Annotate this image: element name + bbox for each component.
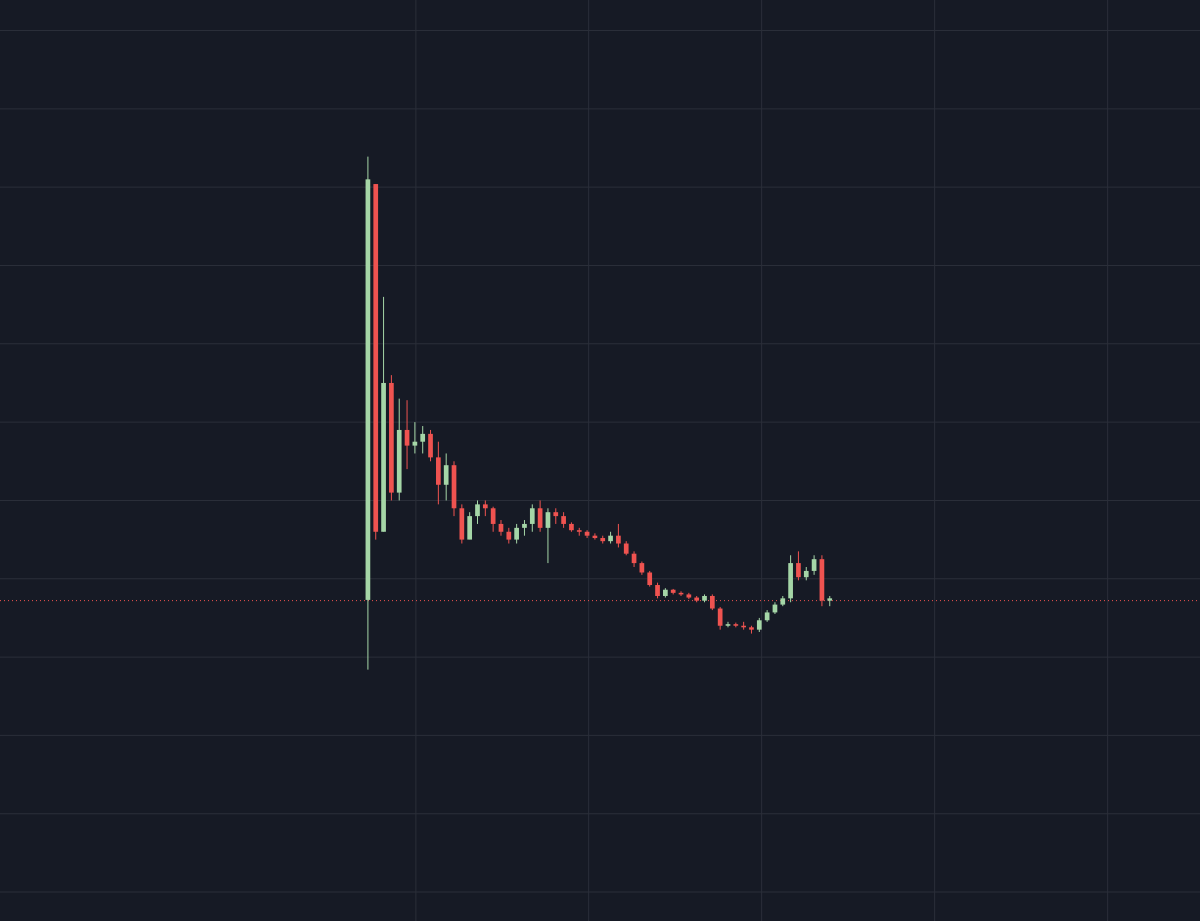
candle-body (522, 523, 527, 528)
candle-body (827, 598, 833, 601)
candle-body (404, 429, 410, 446)
candle-body (592, 535, 598, 539)
candle-body (529, 508, 535, 524)
candle-body (811, 559, 817, 571)
candle-body (459, 508, 465, 540)
candle-body (749, 627, 754, 630)
candle-body (709, 595, 715, 609)
candle-body (608, 535, 613, 542)
candle-body (639, 563, 645, 573)
candle-body (373, 184, 379, 532)
candle-body (381, 382, 386, 532)
candle-body (670, 589, 676, 593)
candle-body (389, 382, 394, 493)
candle-body (655, 585, 660, 596)
candle-body (803, 570, 809, 578)
candle-body (733, 624, 739, 626)
candle-body (631, 553, 637, 564)
candle-body (475, 504, 480, 517)
candle-body (764, 612, 770, 621)
candle-body (545, 512, 551, 528)
candle-body (756, 620, 762, 630)
candle-body (819, 559, 825, 601)
candle-body (490, 508, 496, 524)
candle-body (725, 624, 731, 626)
candle-body (600, 538, 606, 542)
candle-body (780, 598, 786, 605)
candle-body (467, 516, 473, 540)
candle-body (796, 563, 801, 578)
candle-body (561, 516, 566, 524)
candle-body (717, 608, 723, 626)
candle-body (412, 441, 418, 446)
candle-body (569, 523, 574, 531)
candle-body (498, 523, 504, 532)
candle-body (553, 512, 559, 517)
candle-body (396, 429, 402, 493)
candle-body (451, 465, 457, 509)
candle-body (514, 527, 519, 540)
candle-body (576, 530, 582, 532)
candle-body (702, 595, 707, 601)
candle-body (436, 457, 441, 485)
candle-body (428, 433, 433, 458)
candle-body (365, 179, 371, 600)
candle-body (741, 625, 746, 628)
candle-body (623, 543, 629, 554)
candle-body (482, 504, 488, 509)
candle-body (686, 594, 692, 598)
candle-body (616, 535, 621, 544)
candle-body (443, 465, 449, 485)
candle-body (694, 597, 700, 601)
candle-body (678, 592, 684, 595)
candle-body (647, 572, 653, 586)
candle-body (772, 604, 778, 613)
candle-body (506, 531, 512, 540)
candle-body (584, 531, 590, 536)
candle-body (663, 589, 668, 596)
candle-body (420, 433, 426, 442)
candle-body (788, 563, 793, 599)
candle-body (537, 508, 543, 528)
